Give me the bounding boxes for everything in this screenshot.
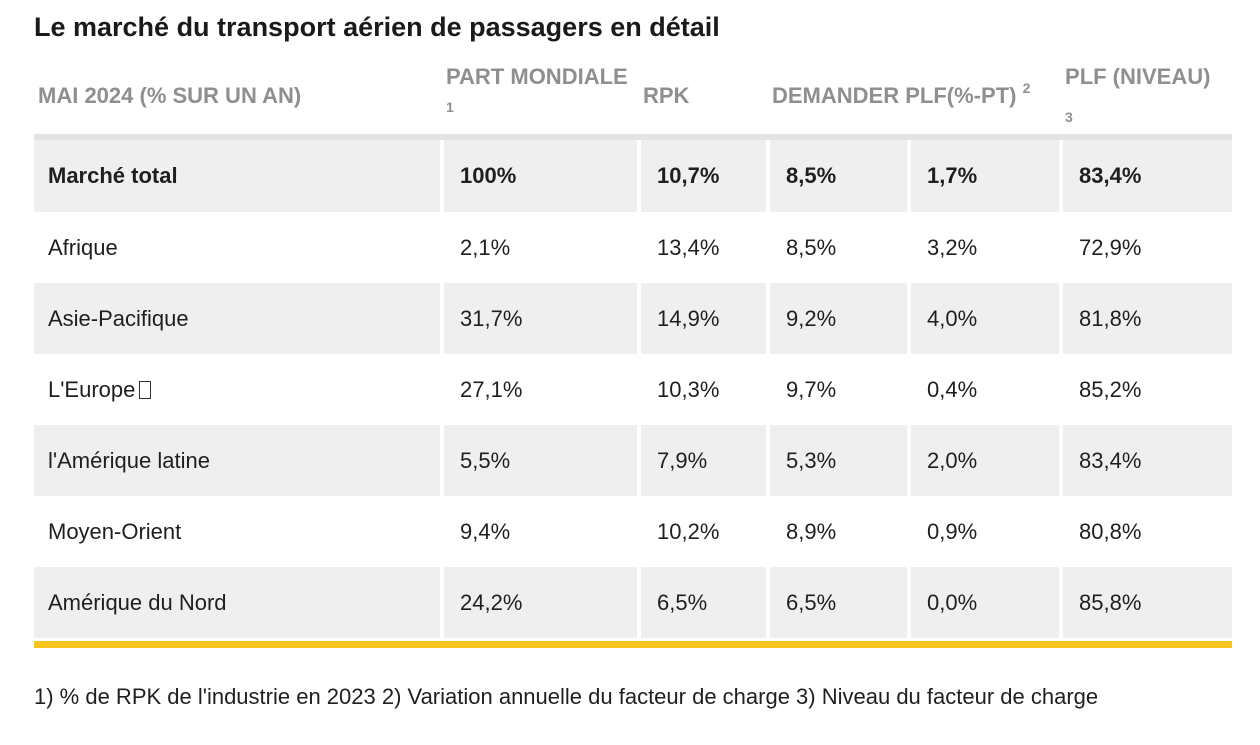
cell-part-mondiale: 31,7% (442, 283, 641, 354)
cell-rpk: 10,3% (639, 354, 770, 425)
cell-part-mondiale: 100% (442, 137, 641, 212)
header-label: DEMANDER PLF(%-PT) (772, 83, 1017, 108)
region-label: L'Europe (48, 376, 136, 402)
table-row: Amérique du Nord 24,2% 6,5% 6,5% 0,0% 85… (34, 567, 1233, 638)
cell-rpk: 7,9% (639, 425, 770, 496)
table-row-total: Marché total 100% 10,7% 8,5% 1,7% 83,4% (34, 137, 1233, 212)
header-label: PLF (NIVEAU) (1065, 64, 1211, 89)
cell-rpk: 13,4% (639, 212, 770, 283)
header-part-mondiale: PART MONDIALE 1 (442, 58, 639, 140)
cell-region: Amérique du Nord (34, 567, 444, 638)
table-footnote: 1) % de RPK de l'industrie en 2023 2) Va… (34, 684, 1099, 709)
header-label: RPK (643, 83, 690, 108)
header-demander-plf: DEMANDER PLF(%-PT) 2 (768, 58, 1062, 140)
cell-plf-pt: 3,2% (909, 212, 1064, 283)
cell-rpk: 6,5% (639, 567, 770, 638)
cell-plf-niveau: 85,8% (1061, 567, 1233, 638)
cell-part-mondiale: 9,4% (442, 496, 641, 567)
cell-demander: 9,2% (768, 283, 911, 354)
page-title: Le marché du transport aérien de passage… (34, 12, 720, 42)
table-row: L'Europe 27,1% 10,3% 9,7% 0,4% 85,2% (34, 354, 1233, 425)
header-row: MAI 2024 (% SUR UN AN) PART MONDIALE 1 R… (34, 58, 1233, 140)
header-rpk: RPK (639, 58, 768, 140)
cell-plf-niveau: 85,2% (1061, 354, 1233, 425)
cell-region: Asie-Pacifique (34, 283, 444, 354)
table-row: l'Amérique latine 5,5% 7,9% 5,3% 2,0% 83… (34, 425, 1233, 496)
header-plf-niveau: PLF (NIVEAU)3 (1061, 58, 1233, 140)
market-table: MAI 2024 (% SUR UN AN) PART MONDIALE 1 R… (34, 58, 1233, 638)
cell-region: l'Amérique latine (34, 425, 444, 496)
cell-region: L'Europe (34, 354, 444, 425)
cell-demander: 9,7% (768, 354, 911, 425)
cell-region: Moyen-Orient (34, 496, 444, 567)
cell-part-mondiale: 5,5% (442, 425, 641, 496)
cell-demander: 5,3% (768, 425, 911, 496)
cell-plf-pt: 1,7% (909, 137, 1064, 212)
cell-rpk: 10,7% (639, 137, 770, 212)
header-mai-2024: MAI 2024 (% SUR UN AN) (34, 58, 442, 140)
cell-region: Marché total (34, 137, 444, 212)
table-row: Asie-Pacifique 31,7% 14,9% 9,2% 4,0% 81,… (34, 283, 1233, 354)
cell-plf-niveau: 81,8% (1061, 283, 1233, 354)
cell-demander: 6,5% (768, 567, 911, 638)
cell-demander: 8,5% (768, 212, 911, 283)
cell-plf-pt: 0,4% (909, 354, 1064, 425)
header-footnote-marker: 2 (1022, 79, 1031, 96)
accent-bar (34, 641, 1232, 648)
cell-plf-pt: 0,9% (909, 496, 1064, 567)
cell-plf-pt: 4,0% (909, 283, 1064, 354)
cell-demander: 8,9% (768, 496, 911, 567)
missing-glyph-icon (139, 380, 152, 399)
table-row: Moyen-Orient 9,4% 10,2% 8,9% 0,9% 80,8% (34, 496, 1233, 567)
table-body: Marché total 100% 10,7% 8,5% 1,7% 83,4% … (34, 137, 1233, 638)
cell-plf-pt: 0,0% (909, 567, 1064, 638)
cell-plf-niveau: 83,4% (1061, 137, 1233, 212)
header-label: MAI 2024 (% SUR UN AN) (38, 83, 302, 108)
cell-rpk: 14,9% (639, 283, 770, 354)
table-row: Afrique 2,1% 13,4% 8,5% 3,2% 72,9% (34, 212, 1233, 283)
cell-plf-niveau: 72,9% (1061, 212, 1233, 283)
header-footnote-marker: 1 (446, 98, 454, 115)
cell-plf-niveau: 80,8% (1061, 496, 1233, 567)
cell-demander: 8,5% (768, 137, 911, 212)
cell-part-mondiale: 27,1% (442, 354, 641, 425)
cell-region: Afrique (34, 212, 444, 283)
cell-plf-niveau: 83,4% (1061, 425, 1233, 496)
table-header: MAI 2024 (% SUR UN AN) PART MONDIALE 1 R… (34, 58, 1233, 140)
cell-part-mondiale: 2,1% (442, 212, 641, 283)
cell-rpk: 10,2% (639, 496, 770, 567)
header-label: PART MONDIALE (446, 64, 628, 89)
cell-plf-pt: 2,0% (909, 425, 1064, 496)
cell-part-mondiale: 24,2% (442, 567, 641, 638)
